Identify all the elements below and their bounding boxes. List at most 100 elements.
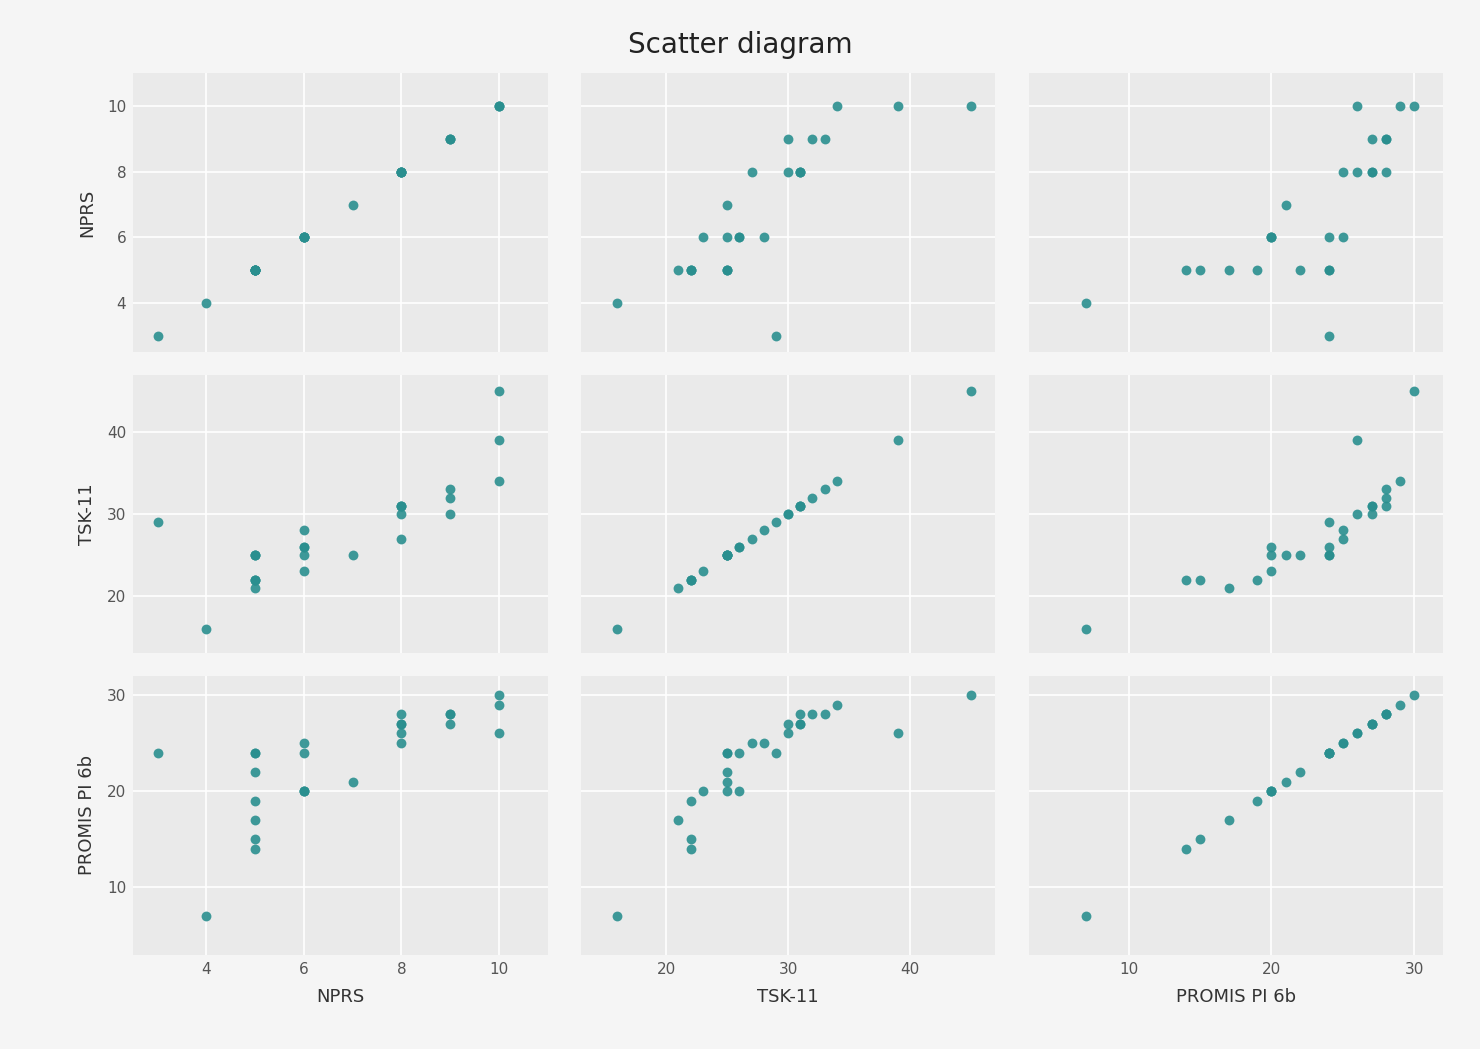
Point [438, 706, 462, 723]
Point [1331, 734, 1354, 751]
Point [438, 506, 462, 522]
Point [389, 497, 413, 514]
Point [1331, 734, 1354, 751]
Point [1074, 295, 1098, 312]
Point [789, 164, 813, 180]
Point [243, 840, 266, 857]
Point [789, 715, 813, 732]
Point [813, 131, 836, 148]
Point [487, 697, 511, 713]
Point [691, 229, 715, 245]
Point [666, 262, 690, 279]
Point [487, 98, 511, 114]
Point [679, 831, 703, 848]
Point [1331, 530, 1354, 547]
Point [243, 572, 266, 588]
Point [715, 745, 739, 762]
Point [605, 620, 629, 637]
Point [1373, 481, 1397, 498]
Point [389, 164, 413, 180]
Point [605, 907, 629, 924]
Point [715, 547, 739, 563]
Point [292, 734, 315, 751]
Point [1174, 262, 1197, 279]
Point [292, 783, 315, 799]
Point [715, 196, 739, 213]
Point [789, 164, 813, 180]
Point [243, 262, 266, 279]
Point [715, 773, 739, 790]
Point [715, 547, 739, 563]
Point [1403, 687, 1427, 704]
Point [679, 840, 703, 857]
Point [243, 579, 266, 596]
Point [715, 547, 739, 563]
Point [1259, 783, 1283, 799]
Point [438, 131, 462, 148]
Point [1188, 262, 1212, 279]
Point [1331, 522, 1354, 539]
Point [824, 697, 848, 713]
Point [1288, 547, 1311, 563]
Point [824, 473, 848, 490]
Point [487, 725, 511, 742]
Point [243, 547, 266, 563]
Point [1388, 98, 1412, 114]
Point [959, 687, 983, 704]
Point [679, 572, 703, 588]
Point [824, 98, 848, 114]
Text: Scatter diagram: Scatter diagram [628, 31, 852, 60]
Y-axis label: NPRS: NPRS [78, 189, 96, 237]
Point [728, 745, 752, 762]
Point [679, 792, 703, 809]
Point [389, 715, 413, 732]
Point [715, 262, 739, 279]
Point [438, 131, 462, 148]
Point [292, 229, 315, 245]
Point [1331, 229, 1354, 245]
X-axis label: TSK-11: TSK-11 [758, 988, 818, 1006]
Point [487, 98, 511, 114]
Point [691, 783, 715, 799]
Point [715, 262, 739, 279]
Point [194, 295, 218, 312]
Point [789, 497, 813, 514]
Point [813, 706, 836, 723]
Point [1345, 98, 1369, 114]
Point [1217, 579, 1240, 596]
Point [679, 262, 703, 279]
Point [1388, 697, 1412, 713]
Point [243, 792, 266, 809]
Point [1317, 547, 1341, 563]
Point [1388, 473, 1412, 490]
Point [1259, 563, 1283, 580]
Point [679, 262, 703, 279]
Point [1259, 547, 1283, 563]
Point [1288, 764, 1311, 780]
Point [728, 538, 752, 555]
Point [1373, 706, 1397, 723]
Point [715, 764, 739, 780]
Point [243, 745, 266, 762]
Point [1259, 229, 1283, 245]
Point [194, 620, 218, 637]
Point [801, 131, 824, 148]
Point [1331, 164, 1354, 180]
Point [776, 715, 799, 732]
Point [1317, 514, 1341, 531]
Point [292, 229, 315, 245]
Point [292, 745, 315, 762]
Point [764, 745, 787, 762]
Point [389, 506, 413, 522]
Point [1345, 164, 1369, 180]
Point [789, 164, 813, 180]
Point [605, 295, 629, 312]
Point [1259, 783, 1283, 799]
Point [243, 831, 266, 848]
Point [1259, 229, 1283, 245]
Point [243, 572, 266, 588]
Point [438, 706, 462, 723]
Point [389, 164, 413, 180]
Point [1317, 262, 1341, 279]
Point [487, 383, 511, 400]
